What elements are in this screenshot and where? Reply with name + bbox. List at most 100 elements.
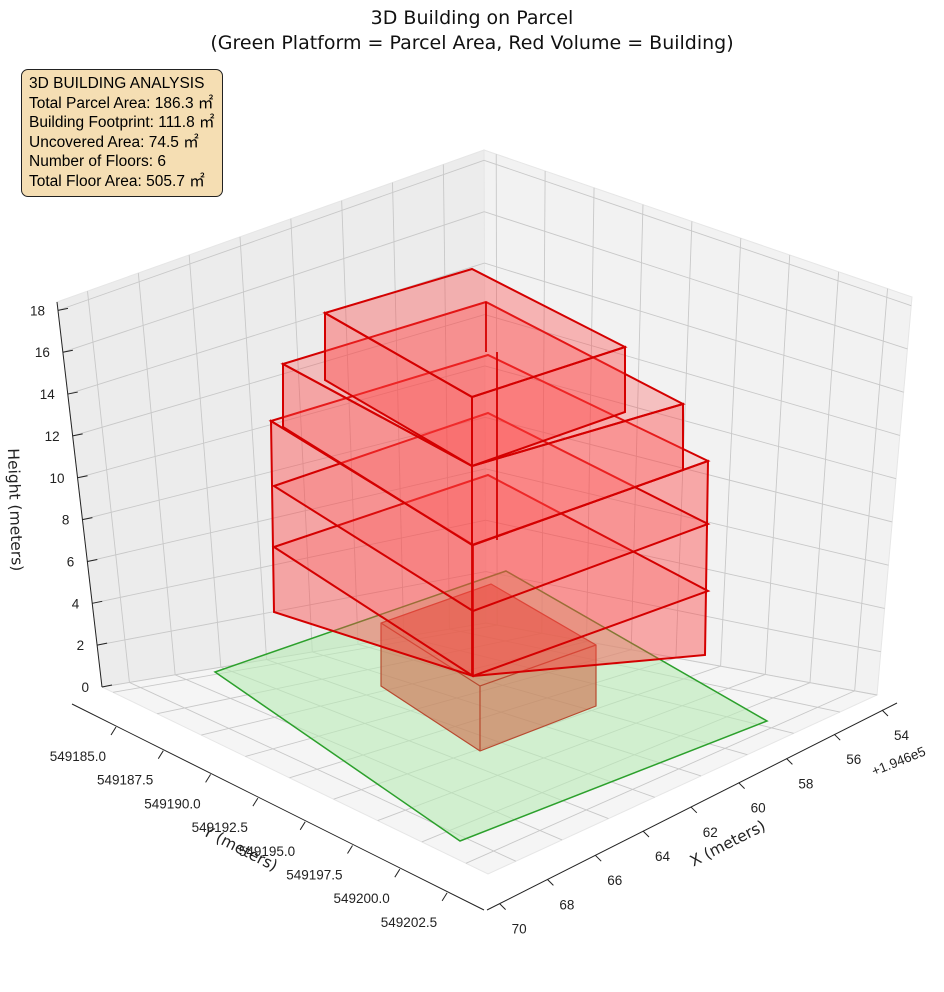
y-tick-label: 549192.5 [192,820,248,835]
analysis-heading: 3D BUILDING ANALYSIS [29,75,205,92]
building-scene [213,267,769,842]
z-tick-label: 4 [72,596,80,611]
gridline-z [484,211,908,350]
z-tick-mark [82,517,93,521]
gridline-y [137,273,176,675]
x-tick-mark [690,806,698,814]
gridline-x [541,170,546,634]
gridline-x [854,288,888,691]
analysis-line: Total Floor Area: 505.7 ㎡ [29,172,205,190]
gridline-x [764,254,791,675]
gridline-z [484,314,900,436]
x-tick-mark [738,782,745,789]
x-tick-label: 70 [512,922,527,937]
tick-marks: 024681012141618549185.0549187.5549190.05… [30,301,928,937]
z-tick-label: 18 [30,303,45,318]
floor-slab [280,300,686,468]
gridline-z [485,519,885,609]
gridline-x [809,271,840,683]
z-tick-label: 0 [81,680,89,695]
z-tick-mark [97,642,108,646]
z-tick-label: 10 [50,471,65,486]
z-tick-label: 6 [67,554,75,569]
analysis-line: Number of Floors: 6 [29,153,166,170]
analysis-line: Building Footprint: 111.8 ㎡ [29,114,215,131]
y-tick-mark [441,892,448,902]
gridline-y [188,254,222,668]
x-tick-mark [881,709,889,717]
roof-slab [322,267,628,399]
z-axis-label: Height (meters) [4,448,26,572]
gridline-y [87,291,130,683]
y-tick-label: 549190.0 [144,796,200,811]
gridline-z [97,571,486,646]
x-axis-line [486,702,898,911]
x-tick-mark [642,830,650,838]
chart-title: 3D Building on Parcel [370,7,574,29]
y-tick-mark [252,797,259,807]
gridline-z [483,159,912,307]
floor-slab [271,473,711,678]
chart-subtitle: (Green Platform = Parcel Area, Red Volum… [210,32,734,54]
gridline-z [92,519,486,604]
z-tick-mark [87,558,98,562]
z-tick-label: 16 [35,345,50,360]
gridline-y [290,218,313,652]
y-tick-label: 549200.0 [333,891,389,906]
x-axis-label: X (meters) [687,817,769,870]
gridline-z [62,211,485,353]
gridline-x [586,187,595,642]
gridline-y [341,200,359,645]
z-tick-mark [92,600,103,604]
x-tick-label: 66 [607,873,622,888]
x-tick-mark [833,733,841,741]
z-tick-mark [62,349,73,353]
analysis-line: Uncovered Area: 74.5 ㎡ [29,133,199,151]
x-tick-label: 54 [894,728,910,743]
y-tick-label: 549202.5 [381,915,437,930]
y-tick-label: 549195.0 [239,844,295,859]
x-tick-mark [547,879,554,886]
analysis-annotation-box: 3D BUILDING ANALYSIS Total Parcel Area: … [21,69,223,197]
y-tick-label: 549185.0 [50,749,106,764]
y-tick-mark [299,821,306,831]
z-tick-label: 8 [62,513,70,528]
gridline-z [485,416,893,523]
gridline-z [57,159,485,311]
x-tick-mark [594,854,602,862]
z-tick-mark [77,475,88,479]
gridline-z [87,468,486,562]
y-tick-mark [157,750,164,759]
z-axis-line [56,301,103,688]
gridline-x [465,690,855,864]
analysis-line: Total Parcel Area: 186.3 ㎡ [29,94,214,112]
gridline-z [485,571,881,653]
gridline-z [484,365,897,480]
gridline-y [239,236,268,660]
x-tick-mark [499,903,506,910]
x-tick-mark [786,758,793,765]
y-tick-mark [110,726,117,736]
y-tick-label: 549197.5 [286,868,342,883]
z-tick-mark [101,684,113,688]
y-tick-mark [205,774,212,783]
gridline-y [392,182,405,637]
x-tick-label: 58 [798,776,813,791]
gridline-z [67,262,485,395]
gridline-z [484,262,904,393]
x-tick-label: 60 [751,801,766,816]
x-tick-label: 64 [655,849,671,864]
y-axis-line [71,703,485,911]
x-tick-label: 62 [703,825,718,840]
gridline-x [720,238,742,667]
gridline-z [77,365,486,479]
gridline-z [485,468,889,566]
gridline-y [442,164,450,630]
z-tick-mark [72,433,83,437]
z-tick-mark [67,391,78,395]
y-tick-mark [394,868,401,878]
z-tick-mark [57,307,69,311]
z-tick-label: 2 [77,638,85,653]
